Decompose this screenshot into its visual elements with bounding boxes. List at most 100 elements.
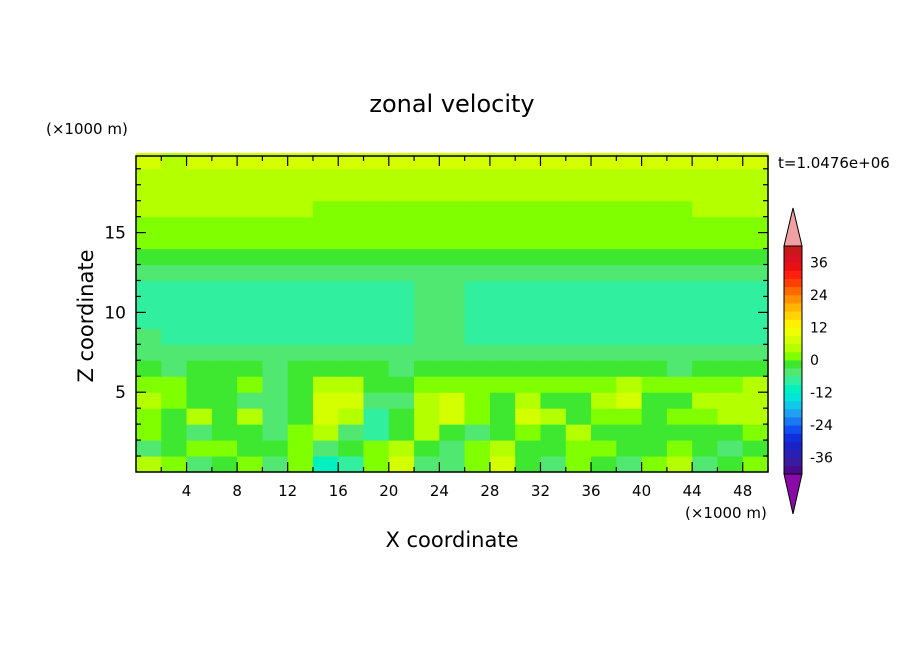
contour-cell xyxy=(616,296,643,313)
contour-cell xyxy=(565,328,592,345)
contour-cell xyxy=(312,280,339,297)
colorbar-tick-label: 0 xyxy=(810,353,819,369)
plot-frame xyxy=(135,155,769,473)
contour-cell xyxy=(616,424,643,441)
contour-cell xyxy=(692,168,719,186)
contour-cell xyxy=(515,152,542,170)
colorbar-swatch xyxy=(784,270,802,279)
contour-cell xyxy=(489,248,516,266)
contour-cell xyxy=(616,456,643,473)
contour-cell xyxy=(666,376,693,393)
contour-cell xyxy=(161,232,188,250)
colorbar-swatch xyxy=(784,278,802,288)
contour-cell xyxy=(186,440,213,457)
contour-cell xyxy=(616,344,643,361)
colorbar-tick-label: 12 xyxy=(810,320,828,336)
contour-cell xyxy=(388,424,415,441)
contour-cell xyxy=(742,376,769,393)
contour-cell xyxy=(388,168,415,186)
contour-cell xyxy=(414,408,440,425)
contour-cell xyxy=(692,152,719,170)
contour-cell xyxy=(489,200,516,218)
contour-cell xyxy=(312,200,339,218)
contour-cell xyxy=(161,424,188,441)
contour-cell xyxy=(692,360,719,377)
contour-cell xyxy=(666,408,693,425)
contour-cell xyxy=(742,168,769,186)
colorbar-swatch xyxy=(784,449,802,459)
contour-cell xyxy=(717,248,744,266)
contour-cell xyxy=(161,152,188,170)
y-tick-label: 15 xyxy=(104,224,126,244)
contour-cell xyxy=(641,264,668,282)
contour-cell xyxy=(262,376,289,393)
contour-cell xyxy=(414,200,440,218)
contour-cell xyxy=(616,152,643,170)
contour-cell xyxy=(186,376,213,393)
colorbar-swatch xyxy=(784,343,802,353)
contour-cell xyxy=(439,408,466,425)
contour-cell xyxy=(489,424,516,441)
contour-cell xyxy=(363,280,390,297)
contour-cell xyxy=(363,312,390,329)
contour-cell xyxy=(237,200,263,218)
contour-cell xyxy=(591,312,617,329)
contour-cell xyxy=(439,360,466,377)
contour-field xyxy=(136,152,769,473)
contour-cell xyxy=(186,184,213,202)
contour-cell xyxy=(287,248,314,266)
contour-cell xyxy=(136,424,162,441)
contour-cell xyxy=(666,216,693,234)
colorbar-swatch xyxy=(784,319,802,328)
contour-cell xyxy=(186,360,213,377)
contour-cell xyxy=(287,376,314,393)
contour-cell xyxy=(237,248,263,266)
contour-cell xyxy=(363,456,390,473)
x-tick-label: 24 xyxy=(430,482,449,500)
contour-cell xyxy=(692,328,719,345)
contour-cell xyxy=(161,280,188,297)
contour-cell xyxy=(540,344,567,361)
contour-cell xyxy=(591,264,617,282)
contour-cell xyxy=(287,200,314,218)
contour-cell xyxy=(338,168,365,186)
contour-cell xyxy=(262,280,289,297)
contour-cell xyxy=(312,168,339,186)
contour-cell xyxy=(515,184,542,202)
contour-cell xyxy=(161,264,188,282)
contour-cell xyxy=(591,376,617,393)
contour-cell xyxy=(742,408,769,425)
contour-cell xyxy=(388,312,415,329)
contour-cell xyxy=(616,200,643,218)
contour-cell xyxy=(211,456,238,473)
contour-cell xyxy=(641,456,668,473)
contour-cell xyxy=(136,168,162,186)
contour-cell xyxy=(616,216,643,234)
contour-cell xyxy=(211,216,238,234)
contour-cell xyxy=(312,392,339,409)
contour-cell xyxy=(363,152,390,170)
contour-cell xyxy=(338,376,365,393)
contour-cell xyxy=(287,264,314,282)
contour-cell xyxy=(186,168,213,186)
contour-cell xyxy=(616,376,643,393)
contour-cell xyxy=(136,184,162,202)
contour-cell xyxy=(211,312,238,329)
contour-cell xyxy=(742,296,769,313)
contour-cell xyxy=(666,344,693,361)
contour-cell xyxy=(717,152,744,170)
contour-cell xyxy=(136,296,162,313)
contour-cell xyxy=(515,408,542,425)
contour-cell xyxy=(186,456,213,473)
contour-cell xyxy=(641,360,668,377)
contour-cell xyxy=(591,424,617,441)
contour-cell xyxy=(641,392,668,409)
contour-cell xyxy=(287,168,314,186)
contour-cell xyxy=(312,248,339,266)
colorbar-tick-label: 24 xyxy=(810,288,828,304)
contour-cell xyxy=(161,392,188,409)
time-label: t=1.0476e+06 xyxy=(778,154,890,172)
contour-cell xyxy=(262,168,289,186)
contour-cell xyxy=(161,248,188,266)
contour-cell xyxy=(692,392,719,409)
